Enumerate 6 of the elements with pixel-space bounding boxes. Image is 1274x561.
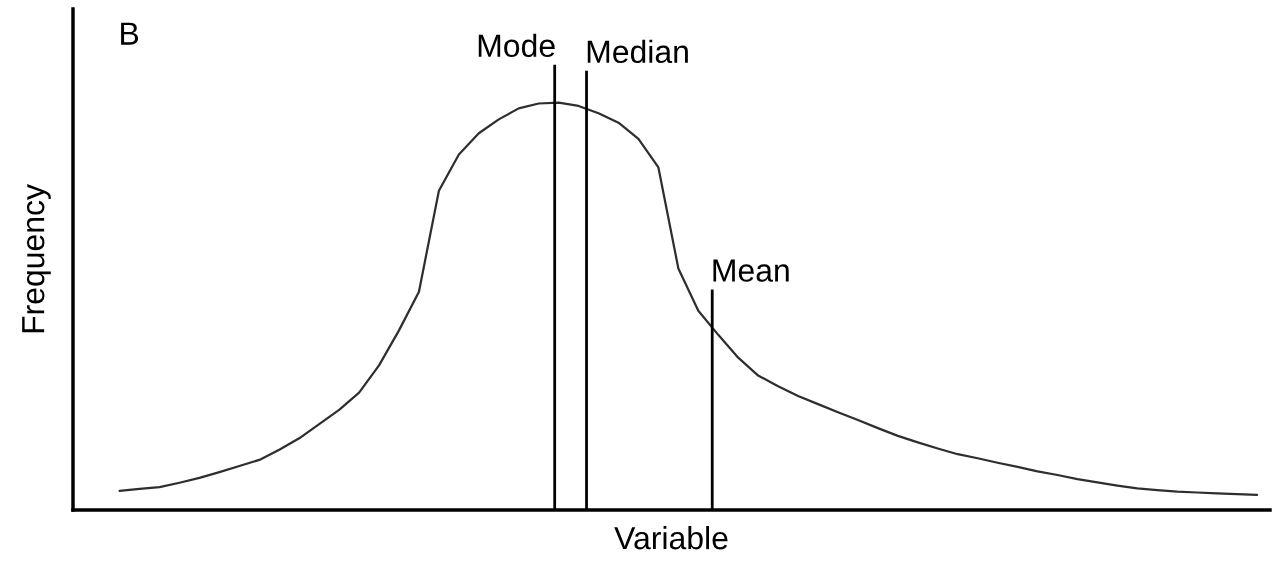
text: Median <box>587 39 688 64</box>
text: B <box>121 22 139 45</box>
y-axis-title: Frequency <box>22 184 51 333</box>
x-axis-title: Variable <box>614 525 728 550</box>
text: Mode <box>478 33 555 58</box>
annotation: Mean <box>713 259 789 282</box>
